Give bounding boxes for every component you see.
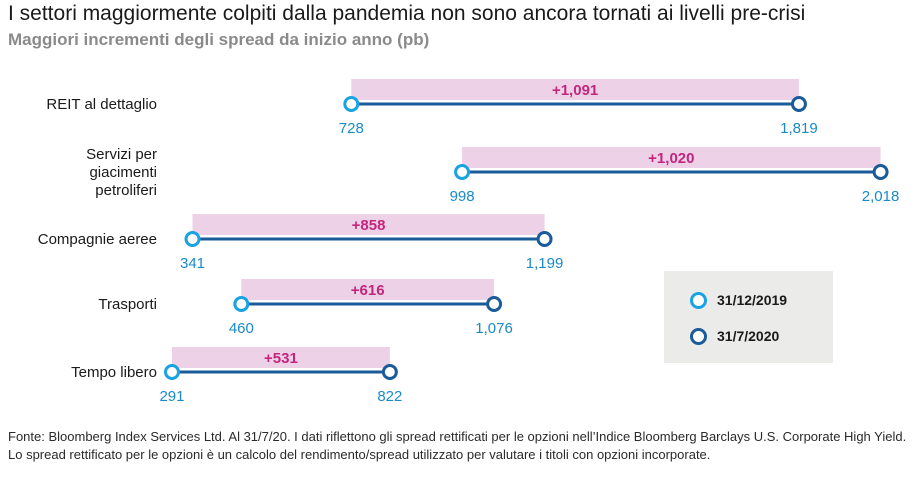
legend-label-end: 31/7/2020 [717,328,780,344]
end-marker [536,231,553,247]
legend-marker-start-icon [690,291,707,309]
end-value-label: 822 [377,388,402,405]
start-marker [343,96,360,112]
change-label: +1,091 [552,82,598,99]
end-marker [381,364,398,380]
change-label: +531 [264,350,298,367]
end-value-label: 1,076 [475,320,513,337]
category-label: Compagnie aeree [38,231,157,248]
change-label: +1,020 [648,150,694,167]
legend-marker-end-icon [690,327,707,345]
source-note: Fonte: Bloomberg Index Services Ltd. Al … [8,429,907,462]
end-value-label: 1,819 [780,120,818,137]
legend-item-end: 31/7/2020 [690,326,779,346]
start-marker [454,164,471,180]
chart-subtitle: Maggiori incrementi degli spread da iniz… [8,30,430,49]
change-band [351,79,799,100]
legend: 31/12/2019 31/7/2020 [664,271,833,363]
chart-title: I settori maggiormente colpiti dalla pan… [8,2,806,25]
start-value-label: 460 [229,320,254,337]
category-label: REIT al dettaglio [46,96,157,113]
end-value-label: 2,018 [862,188,900,205]
legend-label-start: 31/12/2019 [717,292,788,308]
end-value-label: 1,199 [526,255,564,272]
end-marker [486,296,503,312]
change-band [171,347,390,368]
dumbbell-chart: +1,091 728 1,819 REIT al dettaglio +1,020 998… [38,79,900,405]
start-value-label: 291 [159,388,184,405]
end-marker [790,96,807,112]
start-marker [163,364,180,380]
category-label: Tempo libero [71,364,157,381]
change-band [241,279,495,300]
change-label: +616 [351,282,385,299]
start-value-label: 341 [180,255,205,272]
category-label: Trasporti [98,296,157,313]
legend-item-start: 31/12/2019 [690,290,787,310]
start-value-label: 728 [339,120,364,137]
change-band [462,147,881,168]
start-value-label: 998 [450,188,475,205]
category-label: Servizi per giacimenti petroliferi [86,146,157,199]
end-marker [872,164,889,180]
change-label: +858 [352,217,386,234]
change-band [192,214,545,235]
start-marker [233,296,250,312]
start-marker [184,231,201,247]
